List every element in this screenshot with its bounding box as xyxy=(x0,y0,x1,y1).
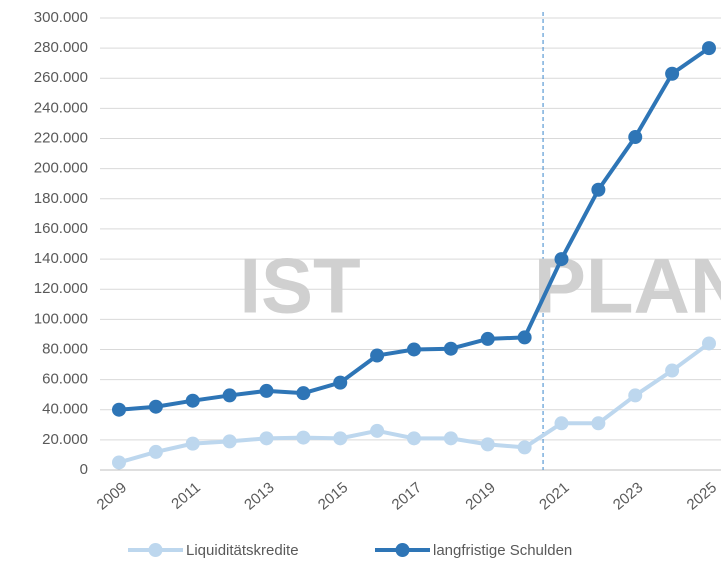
series-marker xyxy=(296,386,311,401)
series-marker xyxy=(480,331,495,346)
y-tick-label: 20.000 xyxy=(42,431,88,448)
series-marker xyxy=(407,431,421,446)
series-marker xyxy=(370,348,385,363)
series-marker xyxy=(665,66,680,81)
series-marker xyxy=(148,399,163,414)
y-tick-label: 120.000 xyxy=(34,280,88,297)
legend-label: langfristige Schulden xyxy=(433,542,572,559)
y-tick-label: 260.000 xyxy=(34,69,88,86)
series-marker xyxy=(554,252,569,267)
series-marker xyxy=(591,416,606,431)
y-tick-label: 200.000 xyxy=(34,160,88,177)
series-marker xyxy=(222,388,237,403)
y-tick-label: 60.000 xyxy=(42,371,88,388)
series-marker xyxy=(407,342,421,357)
series-marker xyxy=(628,388,643,403)
x-tick-label: 2025 xyxy=(684,479,720,513)
series-marker xyxy=(591,182,606,197)
series-marker xyxy=(480,437,495,452)
y-tick-label: 180.000 xyxy=(34,190,88,207)
series-marker xyxy=(443,341,458,356)
series-marker xyxy=(443,431,458,446)
y-tick-label: 220.000 xyxy=(34,130,88,147)
series-marker xyxy=(665,363,680,378)
y-tick-label: 80.000 xyxy=(42,340,88,357)
annotation: IST xyxy=(239,242,360,330)
x-tick-label: 2017 xyxy=(389,479,425,513)
x-tick-label: 2019 xyxy=(462,479,498,513)
legend-swatch xyxy=(395,543,410,557)
series-marker xyxy=(259,383,274,398)
y-tick-label: 0 xyxy=(80,461,88,478)
series-marker xyxy=(222,434,237,449)
series-marker xyxy=(517,330,532,345)
series-marker xyxy=(296,430,311,445)
y-tick-label: 100.000 xyxy=(34,310,88,327)
x-tick-label: 2011 xyxy=(168,479,204,513)
x-tick-label: 2023 xyxy=(610,479,646,513)
y-tick-label: 40.000 xyxy=(42,401,88,418)
x-tick-label: 2013 xyxy=(241,479,277,513)
x-tick-label: 2015 xyxy=(315,479,351,513)
series-marker xyxy=(702,41,716,56)
y-tick-label: 240.000 xyxy=(34,99,88,116)
y-tick-label: 280.000 xyxy=(34,39,88,56)
legend-label: Liquiditätskredite xyxy=(186,542,299,559)
series-marker xyxy=(185,436,200,451)
y-tick-label: 160.000 xyxy=(34,220,88,237)
legend-swatch xyxy=(148,543,163,557)
series-marker xyxy=(112,402,126,417)
series-marker xyxy=(554,416,569,431)
x-tick-label: 2009 xyxy=(94,479,130,513)
series-marker xyxy=(702,336,716,351)
series-marker xyxy=(333,431,348,446)
x-tick-label: 2021 xyxy=(536,479,572,513)
series-marker xyxy=(112,455,126,470)
series-marker xyxy=(628,130,643,145)
series-marker xyxy=(333,375,348,390)
series-marker xyxy=(259,431,274,446)
series-marker xyxy=(148,444,163,459)
y-tick-label: 300.000 xyxy=(34,9,88,26)
series-marker xyxy=(370,423,385,438)
series-marker xyxy=(517,440,532,455)
y-tick-label: 140.000 xyxy=(34,250,88,267)
series-marker xyxy=(185,393,200,408)
